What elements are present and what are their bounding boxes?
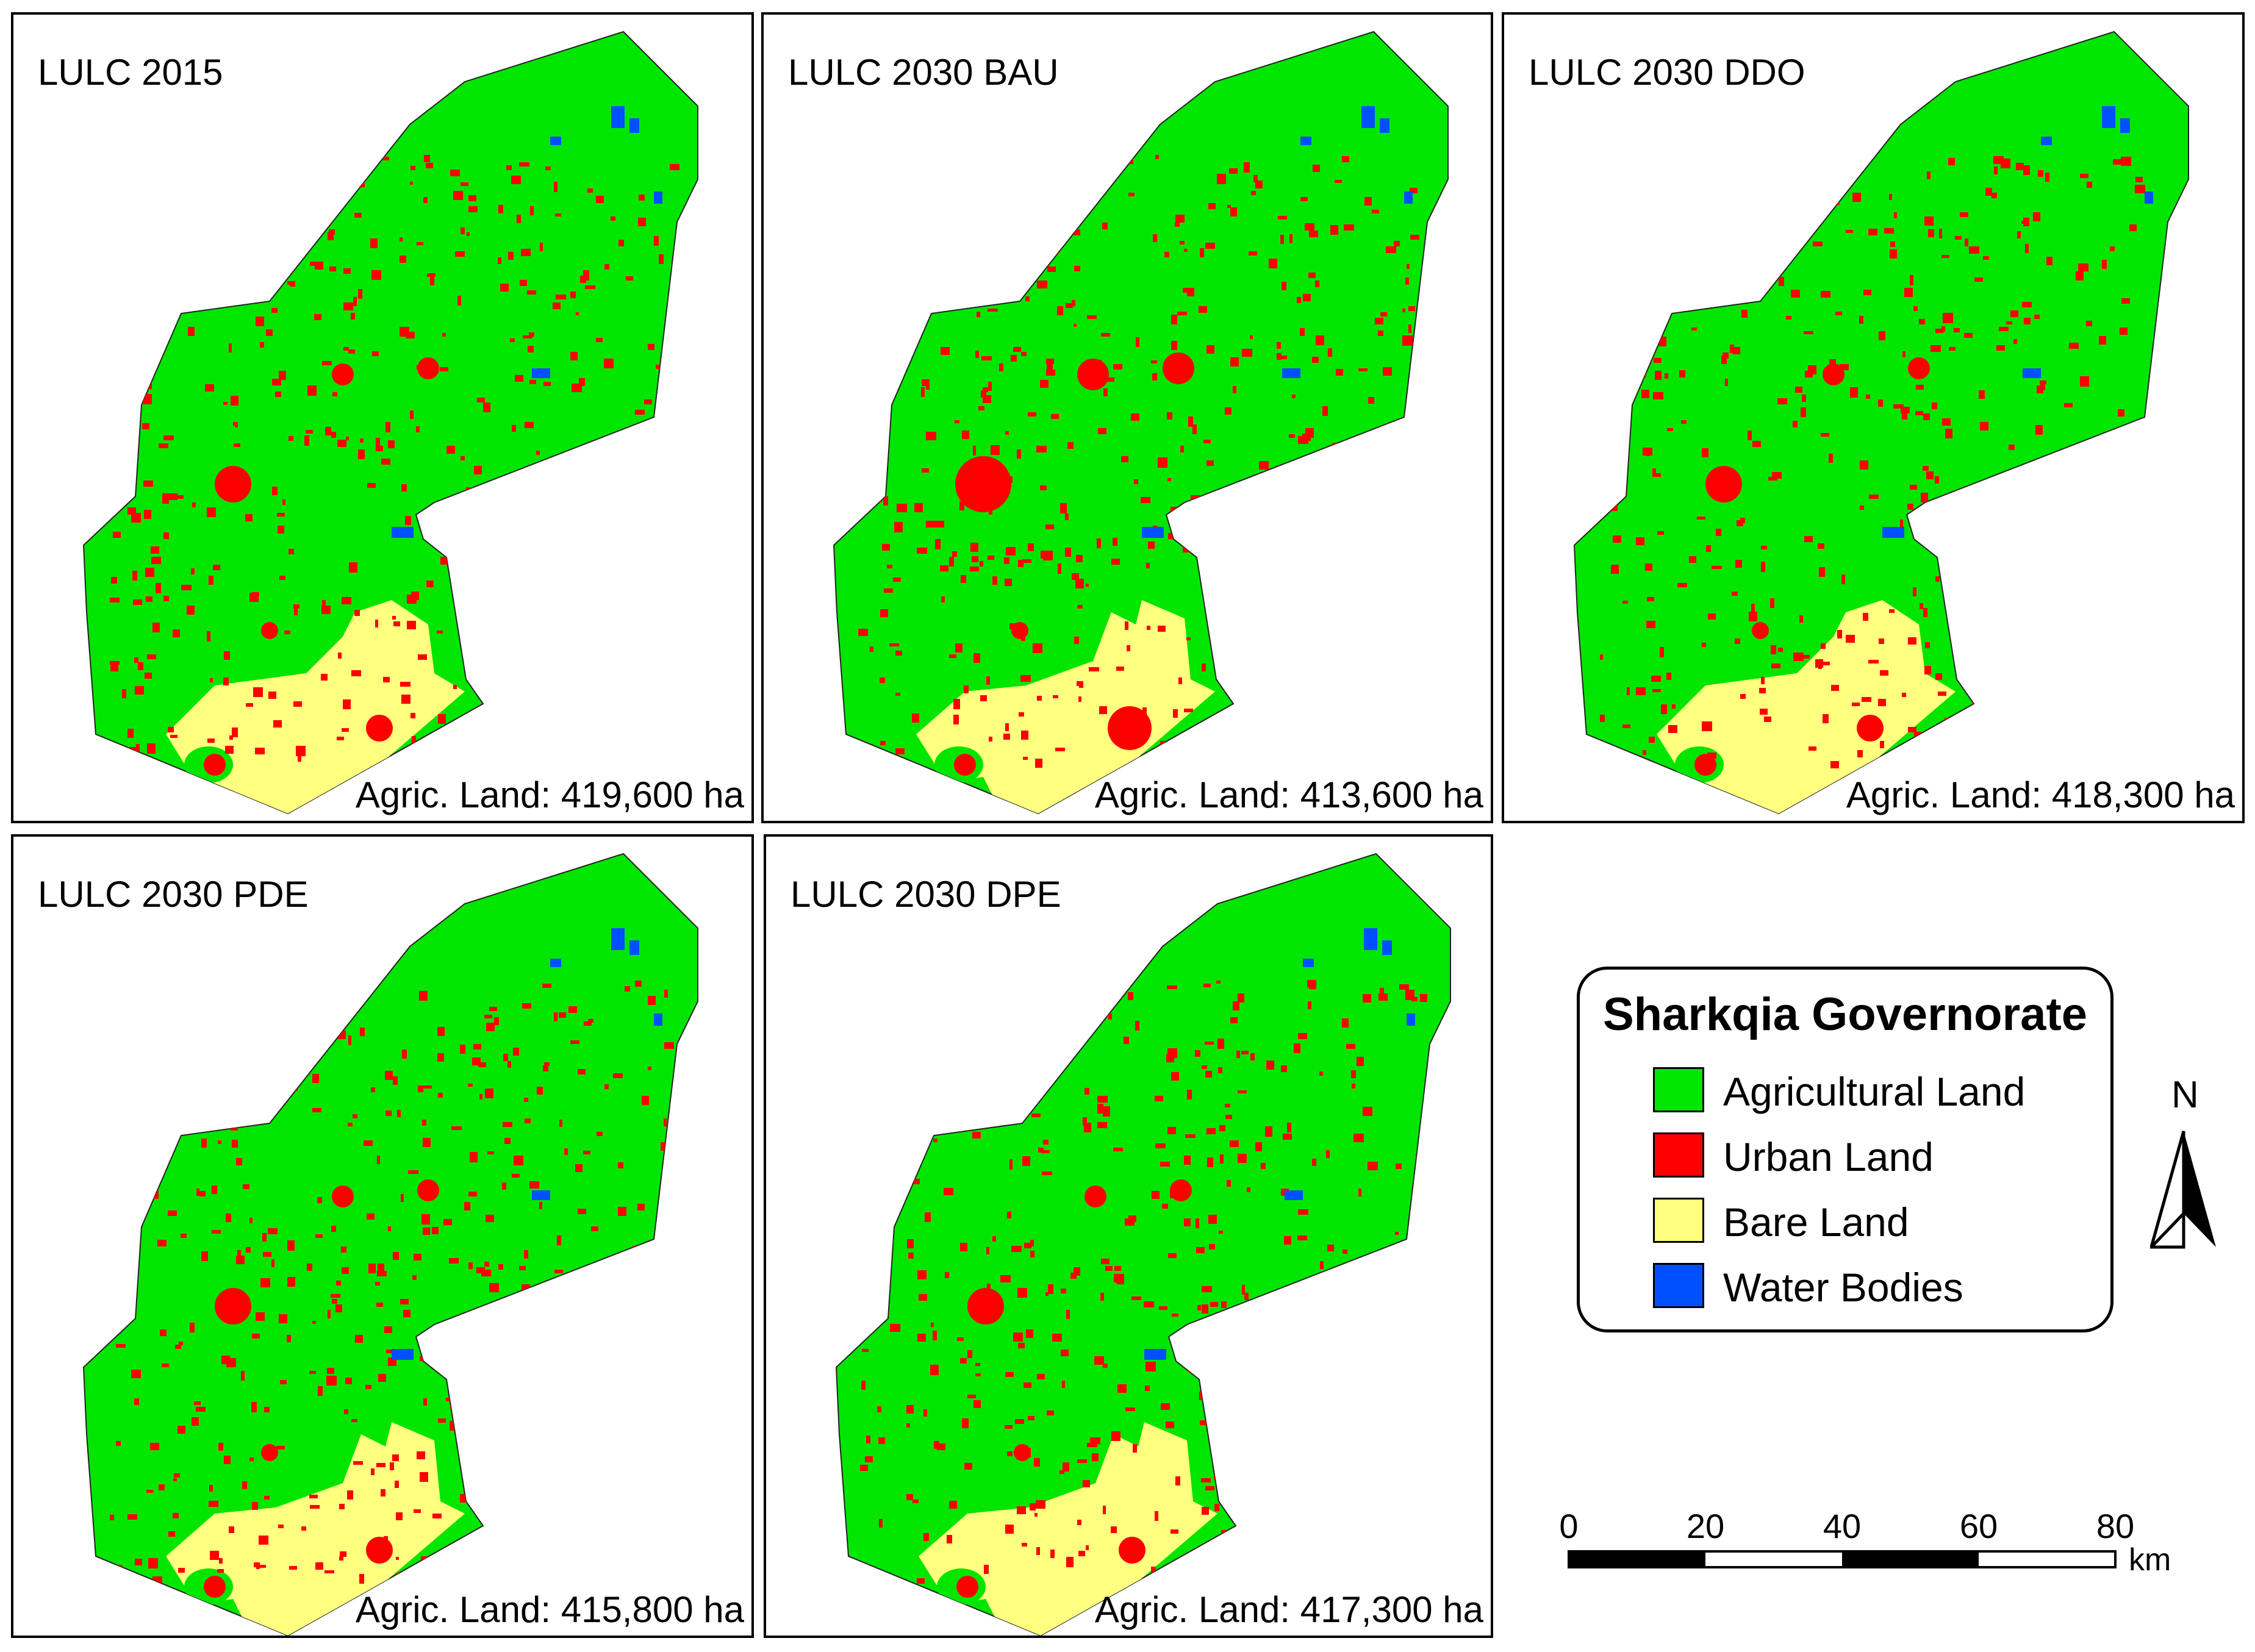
panel-title: LULC 2015 bbox=[38, 52, 223, 93]
scale-unit: km bbox=[2129, 1542, 2171, 1578]
scale-bar bbox=[1568, 1550, 2117, 1568]
panel-title: LULC 2030 BAU bbox=[788, 52, 1059, 93]
legend-swatch-water bbox=[1653, 1263, 1704, 1308]
panel-title: LULC 2030 PDE bbox=[38, 874, 309, 915]
lulc-map bbox=[82, 853, 698, 1636]
legend-swatch-bare bbox=[1653, 1198, 1704, 1243]
map-panel-bau: LULC 2030 BAU Agric. Land: 413,600 ha bbox=[761, 12, 1493, 823]
north-label: N bbox=[2171, 1074, 2199, 1116]
agric-land-area: Agric. Land: 419,600 ha bbox=[355, 774, 744, 815]
legend-label-agricultural: Agricultural Land bbox=[1723, 1069, 2026, 1114]
map-panel-2015: LULC 2015 Agric. Land: 419,600 ha bbox=[11, 12, 754, 823]
lulc-map bbox=[835, 853, 1451, 1636]
scale-tick-20: 20 bbox=[1686, 1507, 1725, 1545]
panel-title: LULC 2030 DPE bbox=[791, 874, 1061, 915]
legend-label-urban: Urban Land bbox=[1723, 1134, 1934, 1179]
lulc-map bbox=[1573, 30, 2189, 815]
legend-label-bare: Bare Land bbox=[1723, 1200, 1909, 1245]
lulc-map bbox=[833, 30, 1449, 815]
legend-swatch-urban bbox=[1653, 1132, 1704, 1178]
panel-title: LULC 2030 DDO bbox=[1529, 52, 1805, 93]
map-panel-ddo: LULC 2030 DDO Agric. Land: 418,300 ha bbox=[1502, 12, 2245, 823]
lulc-map bbox=[82, 30, 698, 815]
agric-land-area: Agric. Land: 413,600 ha bbox=[1094, 774, 1483, 815]
agric-land-area: Agric. Land: 418,300 ha bbox=[1846, 774, 2235, 815]
scale-tick-60: 60 bbox=[1959, 1507, 1998, 1545]
scale-tick-80: 80 bbox=[2096, 1507, 2135, 1545]
legend-label-water: Water Bodies bbox=[1723, 1265, 1963, 1310]
map-panel-pde: LULC 2030 PDE Agric. Land: 415,800 ha bbox=[11, 834, 754, 1638]
legend-swatch-agricultural bbox=[1653, 1067, 1704, 1112]
scale-tick-40: 40 bbox=[1823, 1507, 1862, 1545]
legend-title: Sharkqia Governorate bbox=[1602, 989, 2088, 1040]
scale-tick-0: 0 bbox=[1559, 1507, 1579, 1545]
map-panel-dpe: LULC 2030 DPE Agric. Land: 417,300 ha bbox=[764, 834, 1493, 1638]
north-arrow-icon bbox=[2150, 1131, 2216, 1249]
agric-land-area: Agric. Land: 415,800 ha bbox=[355, 1589, 744, 1630]
agric-land-area: Agric. Land: 417,300 ha bbox=[1094, 1589, 1483, 1630]
legend-box: Sharkqia Governorate Agricultural Land U… bbox=[1577, 967, 2113, 1332]
